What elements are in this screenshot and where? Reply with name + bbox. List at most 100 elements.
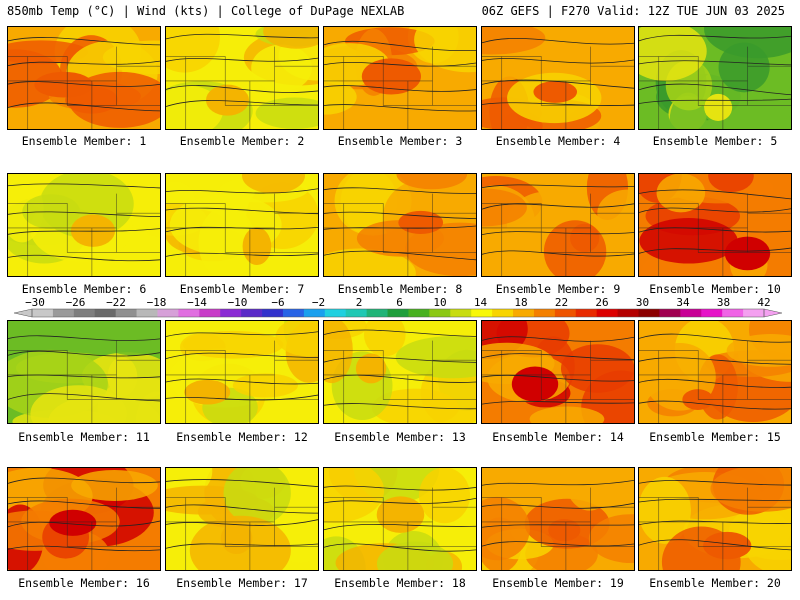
temperature-field	[639, 321, 791, 423]
temperature-field	[324, 27, 476, 129]
temperature-field	[639, 174, 791, 276]
ensemble-map-panel	[7, 26, 161, 130]
colorbar-tick-label: −2	[312, 296, 325, 309]
ensemble-map-panel	[7, 320, 161, 424]
colorbar-swatch	[471, 309, 493, 317]
ensemble-member-label: Ensemble Member: 11	[18, 430, 150, 444]
colorbar-swatch	[366, 309, 388, 317]
temperature-field	[8, 468, 160, 570]
colorbar-swatch	[450, 309, 472, 317]
ensemble-map-panel	[638, 320, 792, 424]
colorbar-swatch	[157, 309, 179, 317]
colorbar-swatch	[680, 309, 702, 317]
temperature-field	[639, 468, 791, 570]
colorbar-swatch	[324, 309, 347, 317]
colorbar-tick-label: −26	[66, 296, 86, 309]
header-title-left: 850mb Temp (°C) | Wind (kts) | College o…	[7, 4, 405, 18]
ensemble-member-label: Ensemble Member: 3	[337, 134, 463, 148]
colorbar-left-arrow	[13, 308, 33, 318]
colorbar-swatch	[52, 309, 75, 317]
colorbar-swatch	[701, 309, 723, 317]
temperature-field	[482, 468, 634, 570]
ensemble-map-panel	[481, 467, 635, 571]
ensemble-map-panel	[7, 467, 161, 571]
colorbar-graphic: −30 −26 −22 −18 −14 −10 −6 −2 2 6 10 14 18 22 26 30 34 38…	[13, 296, 783, 318]
colorbar-tick-label: −30	[25, 296, 45, 309]
temperature-field	[166, 27, 318, 129]
colorbar-swatch	[199, 309, 221, 317]
colorbar-tick-label: 22	[555, 296, 568, 309]
colorbar-tick-label: 30	[636, 296, 649, 309]
ensemble-member-label: Ensemble Member: 2	[179, 134, 305, 148]
ensemble-map-panel	[323, 320, 477, 424]
colorbar-swatch	[638, 309, 660, 317]
colorbar-tick-label: −14	[187, 296, 207, 309]
colorbar-swatch	[241, 309, 263, 317]
temperature-field	[482, 321, 634, 423]
colorbar-swatch	[282, 309, 305, 317]
ensemble-member-label: Ensemble Member: 13	[334, 430, 466, 444]
colorbar-swatch	[492, 309, 514, 317]
ensemble-map-panel	[7, 173, 161, 277]
ensemble-member-label: Ensemble Member: 9	[495, 282, 621, 296]
colorbar-swatch	[387, 309, 409, 317]
temperature-field	[8, 27, 160, 129]
colorbar-tick-label: 38	[717, 296, 730, 309]
colorbar-swatch	[408, 309, 430, 317]
colorbar-swatch	[73, 309, 96, 317]
ensemble-member-label: Ensemble Member: 6	[21, 282, 147, 296]
colorbar-tick-label: −22	[106, 296, 126, 309]
ensemble-map-panel	[481, 173, 635, 277]
ensemble-member-label: Ensemble Member: 12	[176, 430, 308, 444]
colorbar-swatch	[303, 309, 326, 317]
colorbar-right-arrow	[763, 308, 783, 318]
colorbar-swatch	[220, 309, 242, 317]
colorbar-tick-label: 14	[474, 296, 488, 309]
colorbar-tick-label: 26	[595, 296, 608, 309]
ensemble-map-panel	[638, 173, 792, 277]
colorbar-swatch	[136, 309, 158, 317]
temperature-field	[324, 321, 476, 423]
ensemble-member-label: Ensemble Member: 8	[337, 282, 463, 296]
ensemble-map-panel	[323, 173, 477, 277]
ensemble-map-panel	[165, 320, 319, 424]
temperature-field	[8, 321, 160, 423]
ensemble-map-panel	[165, 26, 319, 130]
ensemble-member-label: Ensemble Member: 14	[492, 430, 624, 444]
temperature-field	[166, 321, 318, 423]
temperature-field	[639, 27, 791, 129]
colorbar-tick-label: 42	[757, 296, 770, 309]
colorbar-swatch	[659, 309, 681, 317]
colorbar-swatch	[178, 309, 200, 317]
colorbar-swatch	[115, 309, 137, 317]
colorbar-tick-label: −10	[228, 296, 248, 309]
colorbar-tick-label: 18	[514, 296, 527, 309]
colorbar-tick-label: 10	[433, 296, 446, 309]
ensemble-member-label: Ensemble Member: 10	[649, 282, 781, 296]
colorbar-swatch	[429, 309, 451, 317]
ensemble-member-label: Ensemble Member: 18	[334, 576, 466, 590]
ensemble-member-label: Ensemble Member: 19	[492, 576, 624, 590]
ensemble-member-label: Ensemble Member: 20	[649, 576, 781, 590]
ensemble-member-label: Ensemble Member: 4	[495, 134, 621, 148]
temperature-field	[324, 468, 476, 570]
ensemble-map-panel	[165, 467, 319, 571]
ensemble-member-label: Ensemble Member: 16	[18, 576, 150, 590]
temperature-field	[482, 174, 634, 276]
ensemble-map-panel	[323, 467, 477, 571]
colorbar-swatch	[554, 309, 577, 317]
ensemble-map-panel	[165, 173, 319, 277]
ensemble-map-panel	[638, 467, 792, 571]
ensemble-member-label: Ensemble Member: 5	[652, 134, 778, 148]
ensemble-map-panel	[481, 320, 635, 424]
temperature-field	[324, 174, 476, 276]
ensemble-member-label: Ensemble Member: 7	[179, 282, 305, 296]
header-title-right: 06Z GEFS | F270 Valid: 12Z TUE JUN 03 20…	[481, 4, 785, 18]
colorbar-swatch	[596, 309, 618, 317]
temperature-field	[166, 468, 318, 570]
colorbar-swatch	[94, 309, 117, 317]
colorbar-swatch	[345, 309, 368, 317]
colorbar-swatch	[533, 309, 556, 317]
colorbar-swatch	[617, 309, 639, 317]
ensemble-map-panel	[481, 26, 635, 130]
